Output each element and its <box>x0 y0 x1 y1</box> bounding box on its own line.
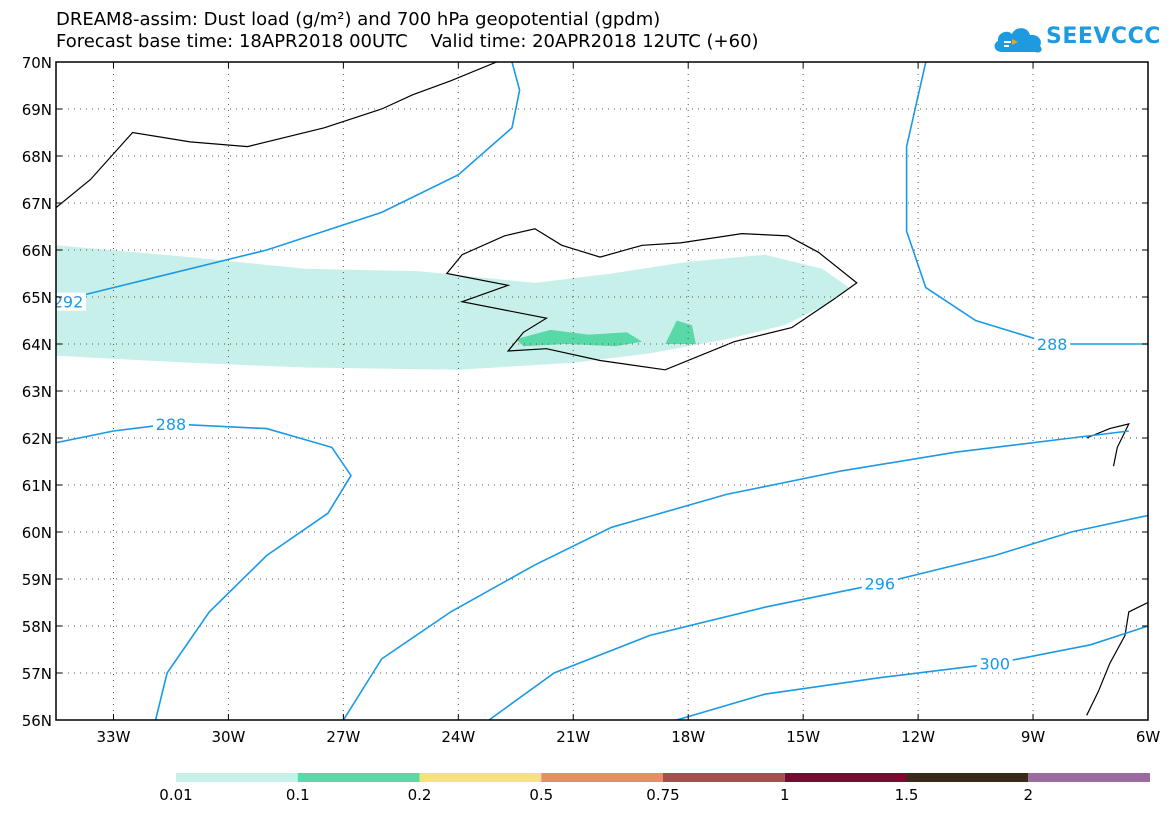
x-tick-label: 9W <box>1021 728 1046 746</box>
contour-label-bg <box>56 292 86 311</box>
y-tick-label: 68N <box>22 148 52 166</box>
contour-label: 288 <box>1037 335 1068 354</box>
chart-title: DREAM8-assim: Dust load (g/m²) and 700 h… <box>56 9 661 30</box>
colorbar-swatch <box>663 773 785 782</box>
x-tick-label: 24W <box>441 728 475 746</box>
colorbar-swatch <box>784 773 907 782</box>
geopotential-contour <box>488 514 1148 720</box>
y-tick-label: 70N <box>22 54 52 72</box>
contour-label: 296 <box>865 575 896 594</box>
contour-label: 292 <box>53 293 84 312</box>
geopotential-contour <box>342 430 1129 720</box>
contour-label-bg <box>152 414 189 433</box>
chart-subtitle: Forecast base time: 18APR2018 00UTC Vali… <box>56 31 759 52</box>
y-tick-label: 64N <box>22 336 52 354</box>
colorbar-swatch <box>419 773 542 782</box>
y-tick-label: 61N <box>22 477 52 495</box>
dust-area-0.1 <box>515 329 643 347</box>
seevccc-logo: SEEVCCC <box>990 18 1160 58</box>
cloud-icon <box>994 28 1042 53</box>
contour-label: 300 <box>979 655 1010 674</box>
colorbar-swatch <box>1028 773 1150 782</box>
y-tick-label: 63N <box>22 383 52 401</box>
colorbar-label: 2 <box>1023 786 1033 804</box>
x-tick-label: 27W <box>326 728 360 746</box>
x-tick-label: 12W <box>901 728 935 746</box>
y-tick-label: 60N <box>22 524 52 542</box>
colorbar-label: 0.2 <box>408 786 432 804</box>
y-tick-label: 67N <box>22 195 52 213</box>
y-tick-label: 65N <box>22 289 52 307</box>
x-tick-label: 15W <box>786 728 820 746</box>
dust-area-0.01 <box>56 245 850 370</box>
geopotential-contour <box>676 625 1148 720</box>
x-tick-label: 33W <box>97 728 131 746</box>
contour-label-bg <box>861 574 898 593</box>
colorbar-label: 0.01 <box>159 786 192 804</box>
colorbar-label: 0.75 <box>646 786 679 804</box>
colorbar-swatch <box>297 773 420 782</box>
y-tick-label: 66N <box>22 242 52 260</box>
logo-text: SEEVCCC <box>1046 24 1161 49</box>
contour-label: 288 <box>156 415 187 434</box>
y-tick-label: 59N <box>22 571 52 589</box>
colorbar-label: 1 <box>780 786 790 804</box>
x-tick-label: 30W <box>211 728 245 746</box>
colorbar-swatch <box>176 773 298 782</box>
scotland-coastline <box>1086 601 1148 716</box>
geopotential-contour <box>56 62 521 303</box>
geopotential-contour <box>905 62 1148 345</box>
greenland-coastline <box>56 62 497 209</box>
colorbar-label: 0.1 <box>286 786 310 804</box>
iceland-coastline <box>445 228 858 371</box>
colorbar-label: 0.5 <box>529 786 553 804</box>
x-tick-label: 21W <box>556 728 590 746</box>
contour-label-bg <box>976 654 1013 673</box>
x-tick-label: 6W <box>1136 728 1161 746</box>
colorbar-swatch <box>541 773 663 782</box>
colorbar-swatch <box>906 773 1029 782</box>
geopotential-contour <box>56 423 352 720</box>
y-tick-label: 58N <box>22 618 52 636</box>
y-tick-label: 57N <box>22 665 52 683</box>
faroe-coastline <box>1086 423 1130 467</box>
y-tick-label: 69N <box>22 101 52 119</box>
x-tick-label: 18W <box>671 728 705 746</box>
contour-label-bg <box>1034 335 1071 353</box>
y-tick-label: 62N <box>22 430 52 448</box>
colorbar-label: 1.5 <box>895 786 919 804</box>
y-tick-label: 56N <box>22 712 52 730</box>
